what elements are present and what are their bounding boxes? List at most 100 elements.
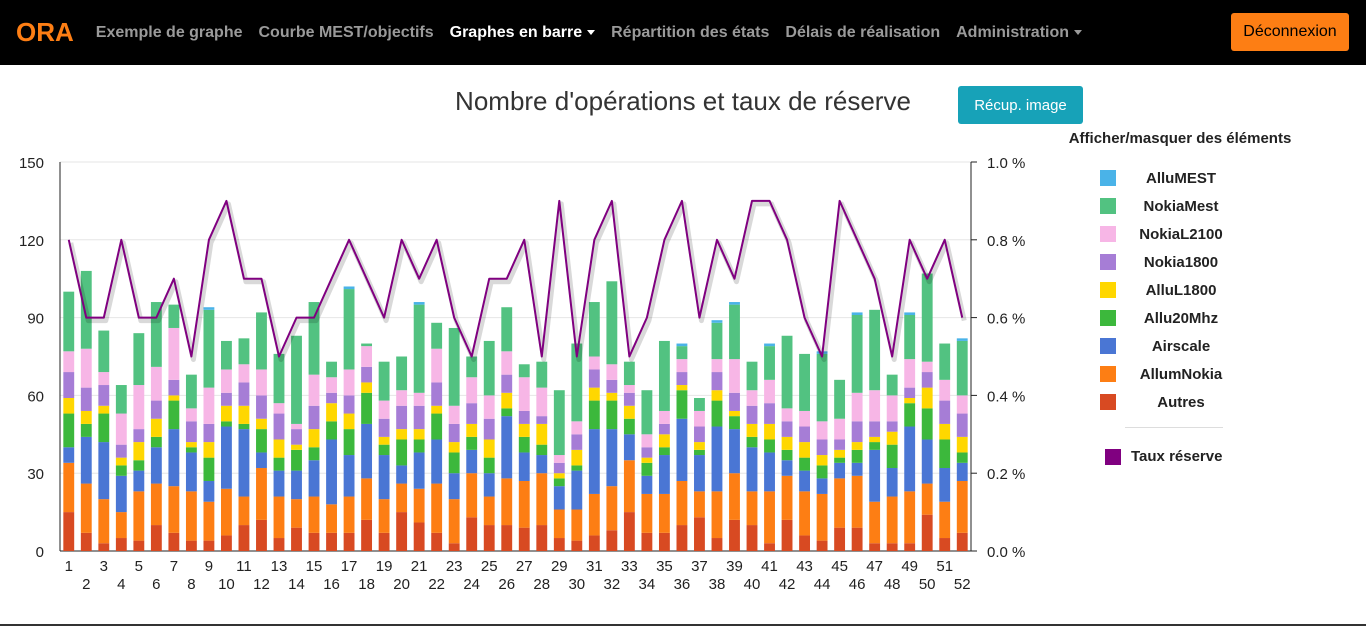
- x-tick-label: 24: [463, 576, 480, 593]
- bar-segment: [63, 413, 75, 448]
- bar-segment: [886, 468, 898, 497]
- bar-segment: [343, 429, 355, 456]
- bar-segment: [238, 423, 250, 430]
- nav-item-repartition-etats[interactable]: Répartition des états: [611, 23, 770, 41]
- bar-segment: [658, 455, 670, 494]
- bar-segment: [168, 400, 180, 430]
- bar-segment: [431, 405, 443, 414]
- bar-segment: [623, 512, 635, 551]
- download-image-button[interactable]: Récup. image: [958, 86, 1083, 124]
- bar-segment: [851, 462, 863, 476]
- legend-swatch: [1100, 394, 1116, 410]
- bar-segment: [63, 372, 75, 398]
- bar-segment: [746, 423, 758, 437]
- bar-segment: [466, 473, 478, 518]
- bar-segment: [80, 423, 92, 437]
- bar-segment: [623, 385, 635, 393]
- bar-segment: [168, 395, 180, 401]
- bar-segment: [448, 327, 460, 406]
- legend-swatch: [1100, 198, 1116, 214]
- x-tick-label: 32: [604, 576, 621, 593]
- bar-segment: [869, 309, 881, 391]
- bar-segment: [238, 525, 250, 551]
- bar-segment: [851, 449, 863, 463]
- bar-segment: [203, 501, 215, 541]
- bar-segment: [466, 449, 478, 474]
- x-tick-label: 41: [761, 558, 778, 575]
- x-tick-label: 15: [306, 558, 323, 575]
- bar-segment: [256, 519, 267, 551]
- bar-segment: [518, 527, 530, 551]
- brand-logo[interactable]: ORA: [16, 17, 74, 47]
- bar-segment: [483, 457, 495, 474]
- y2-tick-label: 0.0 %: [987, 544, 1025, 561]
- bar-segment: [658, 532, 670, 551]
- nav-item-delais-realisation[interactable]: Délais de réalisation: [785, 23, 941, 41]
- bar-segment: [501, 374, 513, 393]
- legend-item-nokial2100[interactable]: NokiaL2100: [1100, 220, 1280, 248]
- bar-segment: [273, 353, 285, 404]
- bar-segment: [553, 538, 565, 551]
- bar-segment: [466, 356, 478, 378]
- legend-swatch: [1100, 310, 1116, 326]
- bar-segment: [816, 478, 828, 494]
- bar-segment: [431, 382, 443, 406]
- bar-segment: [816, 540, 828, 551]
- bar-segment: [606, 429, 618, 487]
- legend-item-allul1800[interactable]: AlluL1800: [1100, 276, 1280, 304]
- bar-segment: [816, 439, 828, 456]
- bar-segment: [466, 377, 478, 404]
- legend-item-nokiamest[interactable]: NokiaMest: [1100, 192, 1280, 220]
- nav-item-exemple-graphe[interactable]: Exemple de graphe: [95, 23, 243, 41]
- x-tick-label: 16: [323, 576, 340, 593]
- bar-segment: [536, 387, 548, 417]
- bar-segment: [729, 519, 740, 551]
- bar-segment: [676, 525, 688, 551]
- bar-segment: [939, 501, 951, 539]
- bar-segment: [361, 366, 373, 383]
- legend-item-allu20mhz[interactable]: Allu20Mhz: [1100, 304, 1280, 332]
- bar-segment: [326, 377, 337, 393]
- legend-label: AlluL1800: [1145, 281, 1217, 299]
- nav-item-courbe-mest[interactable]: Courbe MEST/objectifs: [258, 23, 434, 41]
- bar-segment: [448, 423, 460, 443]
- bar-segment: [746, 436, 758, 448]
- nav-item-graphes-en-barre[interactable]: Graphes en barre: [450, 24, 596, 42]
- bar-segment: [80, 410, 92, 424]
- bar-segment: [764, 403, 775, 424]
- bar-segment: [939, 468, 951, 502]
- y-tick-label: 30: [27, 466, 44, 483]
- legend-item-nokia1800[interactable]: Nokia1800: [1100, 248, 1280, 276]
- legend-item-allumest[interactable]: AlluMEST: [1100, 164, 1280, 192]
- bottom-border: [0, 624, 1366, 626]
- bar-segment: [834, 449, 846, 458]
- x-tick-label: 34: [639, 576, 656, 593]
- legend-item-taux-reserve[interactable]: Taux réserve: [1105, 448, 1222, 465]
- bar-segment: [571, 540, 583, 551]
- bar-segment: [746, 390, 758, 406]
- bar-segment: [956, 436, 968, 453]
- bar-segment: [781, 475, 793, 520]
- logout-button[interactable]: Déconnexion: [1231, 13, 1349, 51]
- bar-segment: [781, 519, 793, 551]
- bar-segment: [851, 475, 863, 528]
- legend-item-allumnokia[interactable]: AllumNokia: [1100, 360, 1280, 388]
- bar-segment: [816, 465, 828, 479]
- legend-item-airscale[interactable]: Airscale: [1100, 332, 1280, 360]
- bar-segment: [431, 483, 443, 533]
- bar-segment: [939, 439, 951, 469]
- bar-segment: [326, 361, 337, 378]
- bar-segment: [396, 429, 408, 440]
- bar-segment: [63, 447, 75, 463]
- bar-segment: [291, 429, 302, 445]
- bar-segment: [238, 496, 250, 526]
- nav-item-administration[interactable]: Administration: [956, 24, 1083, 42]
- bar-segment: [694, 426, 705, 443]
- bar-segment: [764, 543, 775, 551]
- bar-segment: [63, 291, 75, 352]
- bar-segment: [956, 480, 968, 533]
- bar-segment: [816, 493, 828, 541]
- bar-segment: [185, 491, 197, 541]
- legend-item-autres[interactable]: Autres: [1100, 388, 1280, 416]
